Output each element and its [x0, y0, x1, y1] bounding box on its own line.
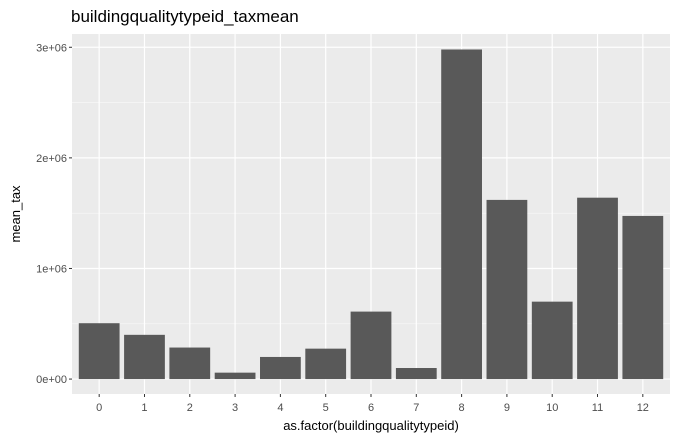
y-axis-title: mean_tax [8, 185, 23, 243]
x-tick-label: 10 [546, 402, 558, 414]
bar-3 [214, 372, 256, 380]
x-axis: 0 1 2 3 4 5 6 7 8 9 10 11 12 [96, 394, 649, 414]
x-tick-label: 8 [459, 402, 465, 414]
y-axis: 0e+00 1e+06 2e+06 3e+06 [36, 42, 72, 386]
bar-12 [622, 215, 664, 380]
y-tick-label: 0e+00 [36, 374, 67, 386]
bar-7 [395, 368, 437, 380]
y-tick-label: 1e+06 [36, 263, 67, 275]
x-tick-label: 4 [277, 402, 283, 414]
x-tick-label: 3 [232, 402, 238, 414]
bars [78, 49, 664, 380]
bar-5 [305, 348, 347, 380]
x-tick-label: 6 [368, 402, 374, 414]
x-tick-label: 7 [413, 402, 419, 414]
bar-8 [441, 49, 482, 380]
x-tick-label: 11 [592, 402, 603, 414]
x-tick-label: 9 [504, 402, 510, 414]
x-tick-label: 0 [96, 402, 102, 414]
bar-6 [350, 311, 392, 380]
bar-11 [577, 197, 618, 380]
x-tick-label: 2 [187, 402, 193, 414]
x-tick-label: 1 [141, 402, 147, 414]
bar-4 [260, 356, 301, 380]
x-tick-label: 5 [323, 402, 329, 414]
bar-2 [169, 347, 211, 380]
bar-1 [124, 334, 165, 380]
y-tick-label: 2e+06 [36, 153, 67, 165]
x-tick-label: 12 [637, 402, 649, 414]
chart-title: buildingqualitytypeid_taxmean [71, 7, 299, 26]
y-tick-label: 3e+06 [36, 42, 67, 54]
x-axis-title: as.factor(buildingqualitytypeid) [283, 418, 459, 433]
bar-10 [531, 301, 573, 380]
bar-0 [78, 323, 120, 380]
bar-9 [486, 199, 528, 380]
